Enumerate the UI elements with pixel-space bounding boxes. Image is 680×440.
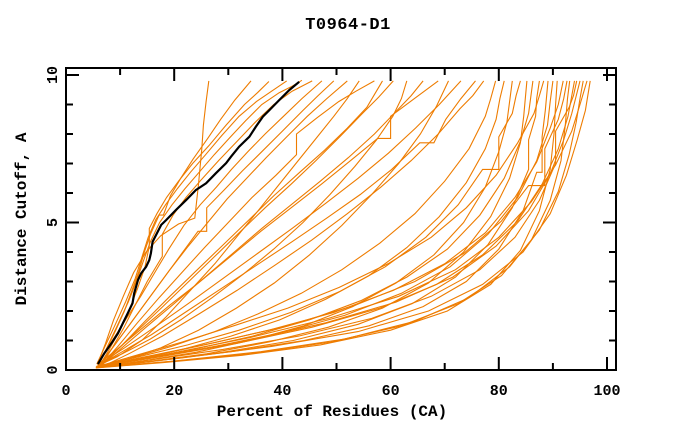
model-curve (99, 80, 554, 368)
y-tick-label: 0 (45, 365, 62, 374)
axis-ticks (65, 68, 616, 371)
model-curve (101, 80, 383, 365)
model-curve (98, 80, 564, 368)
model-curve (96, 80, 549, 368)
chart-title: T0964-D1 (305, 16, 391, 35)
model-curve (96, 80, 288, 365)
model-curve (102, 80, 485, 367)
x-tick-label: 0 (61, 383, 70, 400)
x-tick-label: 40 (273, 383, 291, 400)
y-axis-title: Distance Cutoff, A (13, 132, 31, 305)
model-curve (97, 80, 439, 366)
model-curve (98, 80, 408, 365)
x-axis-title: Percent of Residues (CA) (217, 403, 447, 421)
x-tick-label: 20 (165, 383, 183, 400)
model-curve (96, 80, 360, 367)
model-curve (98, 80, 476, 367)
model-curve (96, 80, 323, 363)
model-curve (97, 80, 528, 368)
model-curve (101, 80, 375, 366)
plot-border (65, 67, 617, 371)
model-curves (95, 79, 591, 369)
model-curve (98, 80, 252, 365)
highlighted-model-curve (96, 80, 300, 365)
model-curve (96, 80, 497, 368)
model-curve (101, 80, 588, 368)
x-tick-label: 80 (490, 383, 508, 400)
y-tick-label: 5 (45, 218, 62, 227)
model-curve (99, 80, 521, 367)
model-curve (98, 80, 576, 368)
x-tick-label: 100 (593, 383, 620, 400)
model-curve (97, 80, 540, 369)
model-curve (97, 80, 394, 368)
model-curve (97, 80, 210, 364)
model-curve (95, 80, 558, 369)
model-curve (98, 80, 505, 368)
model-curve (98, 80, 335, 366)
model-curve (95, 80, 449, 368)
model-curve (96, 80, 513, 369)
x-tick-label: 60 (382, 383, 400, 400)
axis-tick-labels: 0 20 40 60 80 100 0 5 10 (45, 66, 621, 400)
y-tick-label: 10 (45, 66, 62, 84)
